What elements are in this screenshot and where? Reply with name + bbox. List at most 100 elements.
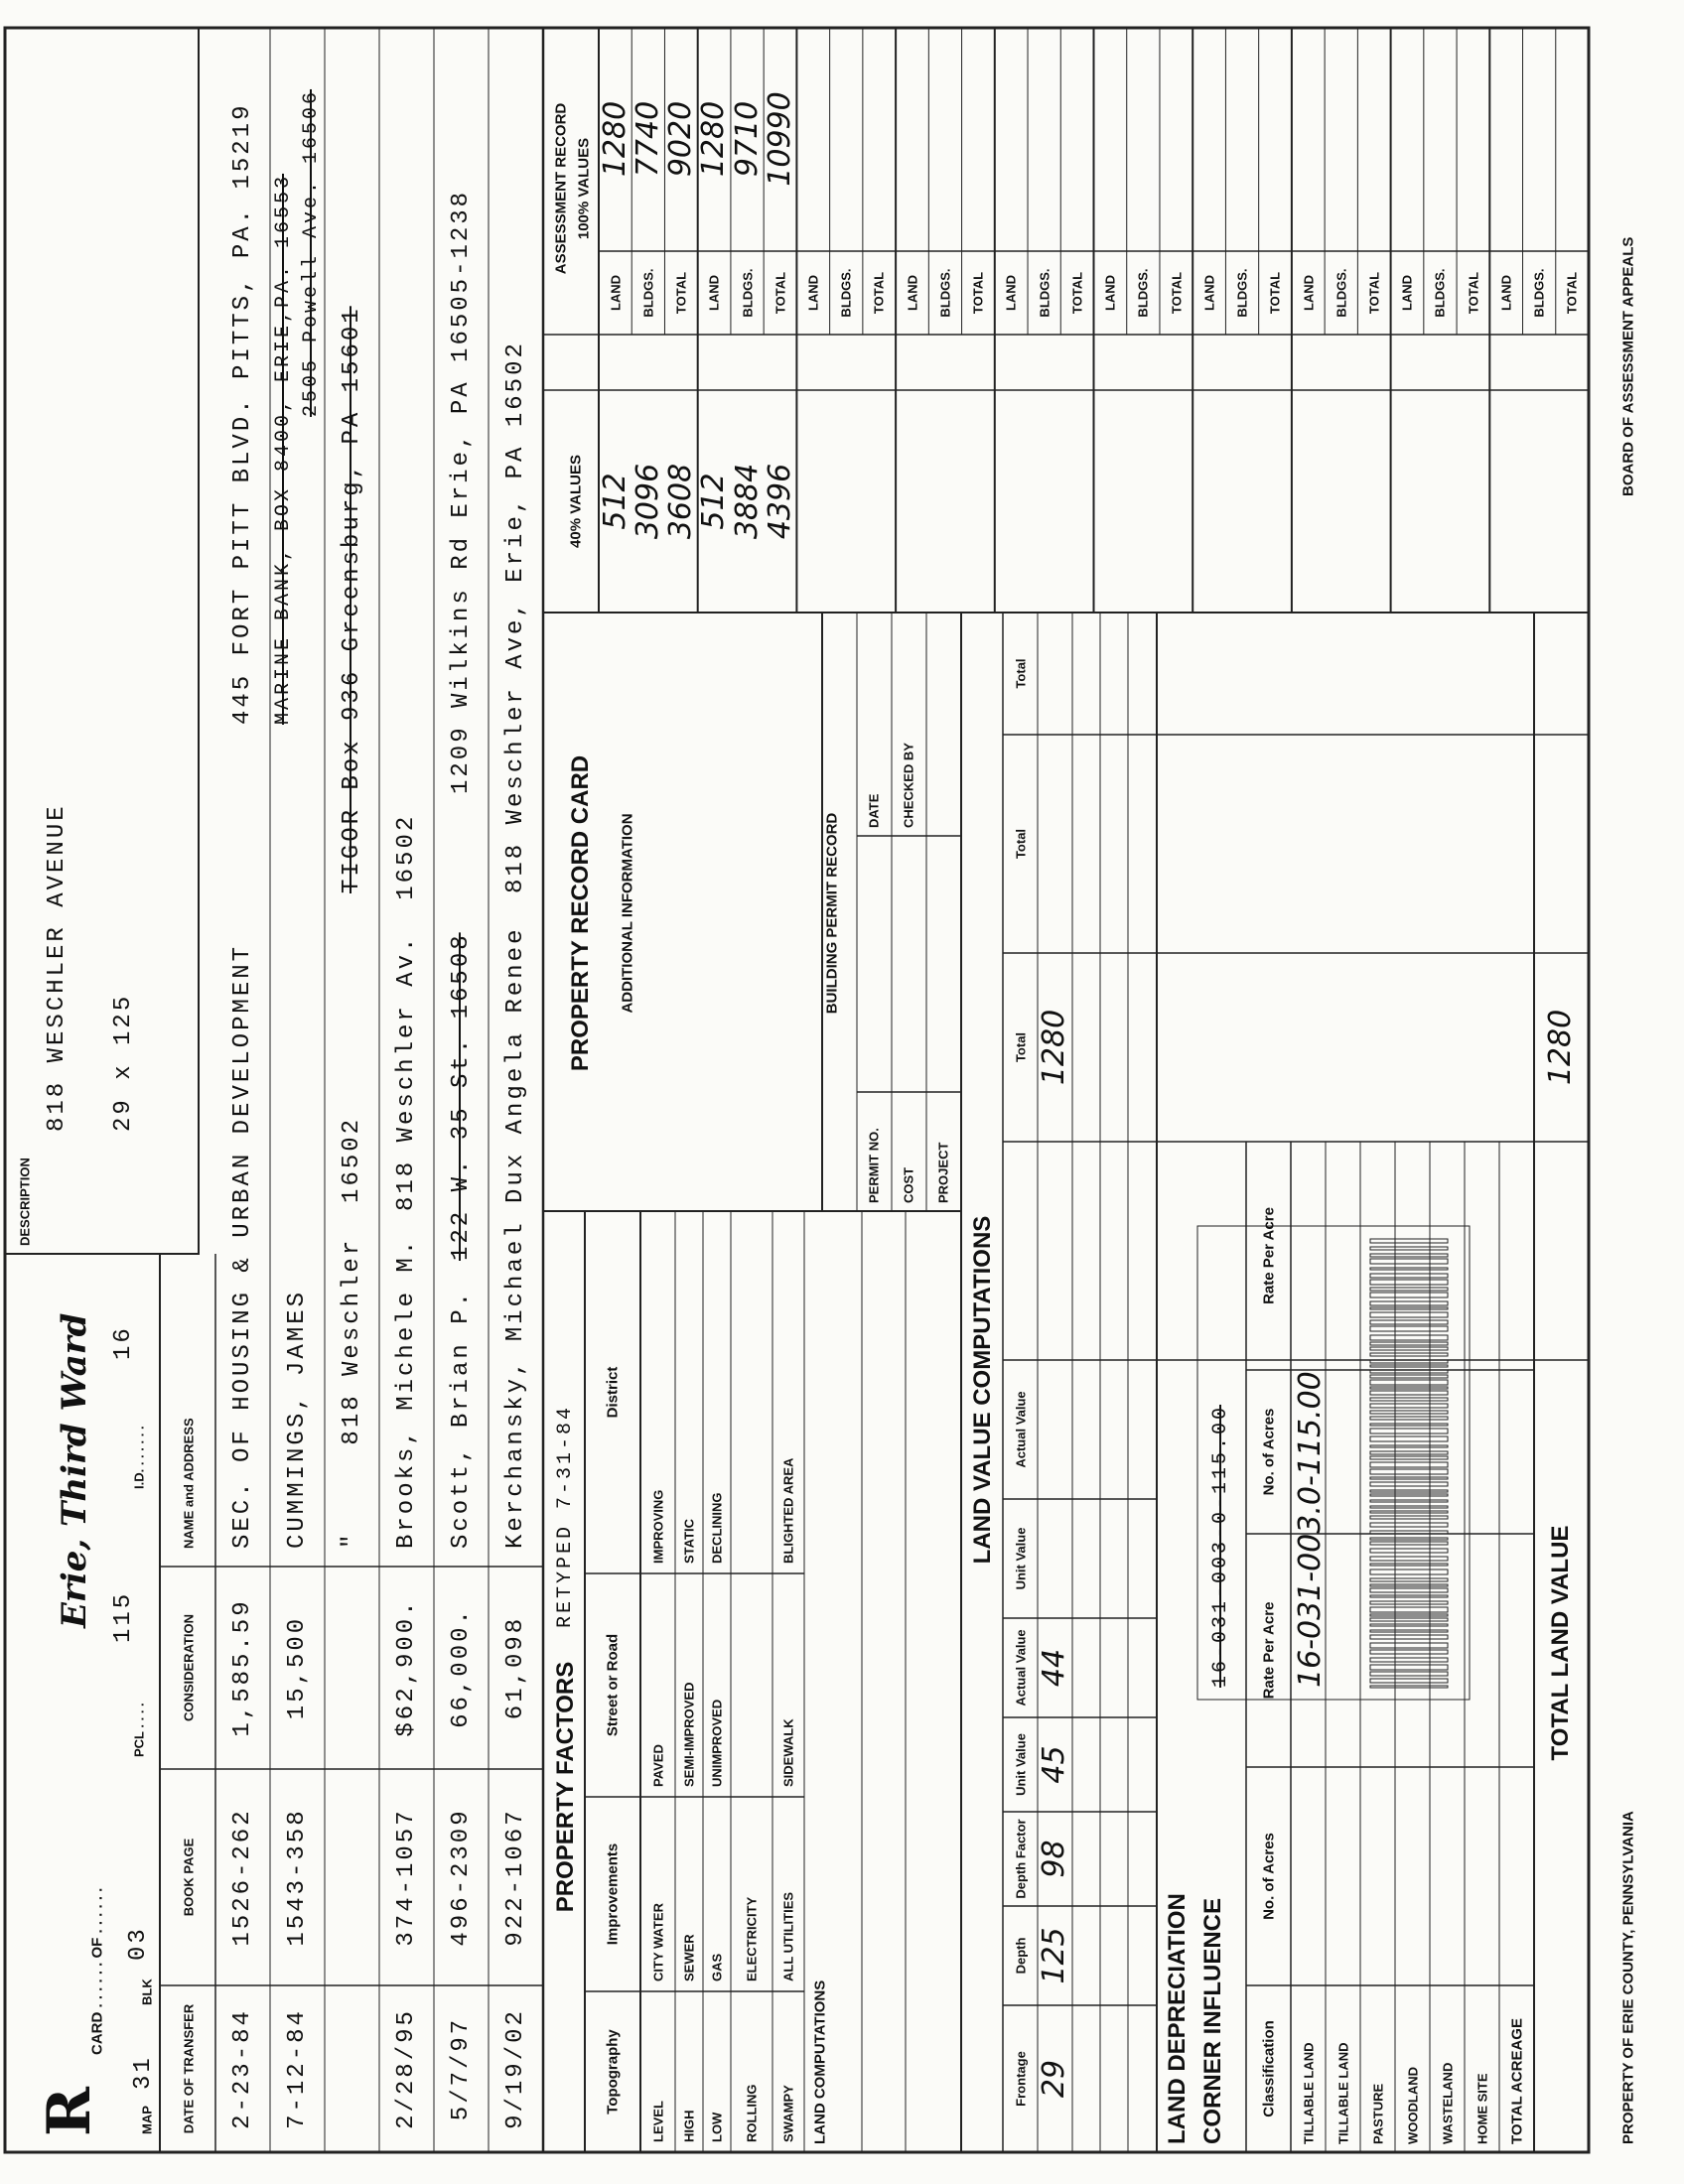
barcode-bar [1369, 1334, 1449, 1341]
depreciation-header: Rate Per Acre [1260, 1207, 1278, 1304]
assessment-row-label: BLDGS. [640, 268, 656, 318]
parcel-number: 16-031-003.0-115.00 [1293, 1371, 1328, 1688]
additional-info: ADDITIONAL INFORMATION [619, 813, 636, 1014]
barcode-bar [1369, 1541, 1449, 1546]
transfer-book-page: 496-2309 [447, 1808, 475, 1947]
barcode-bar [1369, 1678, 1449, 1684]
assessment-row-label: BLDGS. [1333, 268, 1349, 318]
land-class: TOTAL ACREAGE [1508, 2018, 1525, 2144]
assessment-row-label: BLDGS. [1531, 268, 1547, 318]
barcode-bar [1369, 1246, 1449, 1251]
barcode-bar [1369, 1403, 1449, 1409]
permit-label: CHECKED BY [901, 743, 916, 828]
assessment-subtitle: 100% VALUES [575, 137, 593, 240]
barcode-bar [1369, 1258, 1449, 1265]
barcode-bar [1369, 1410, 1449, 1415]
transfer-consideration: 66,000. [447, 1607, 475, 1728]
barcode-bar [1369, 1379, 1449, 1386]
land-value-header: Total [1013, 658, 1029, 689]
barcode-bar [1369, 1455, 1449, 1460]
depreciation-header: Rate Per Acre [1260, 1601, 1278, 1700]
transfer-header: BOOK PAGE [181, 1838, 197, 1917]
assessment-row-label: TOTAL [1366, 271, 1382, 315]
transfer-date: 2/28/95 [392, 2008, 420, 2129]
barcode-bar [1369, 1563, 1449, 1567]
land-class: WOODLAND [1405, 2067, 1420, 2144]
barcode-bar [1369, 1423, 1449, 1427]
owner-address: 818 Weschler Ave, Erie, PA 16502 [501, 341, 529, 893]
ward: Erie, Third Ward [55, 1312, 94, 1628]
land-value-header: Actual Value [1013, 1391, 1029, 1468]
struck-address: TIGOR Box 936 Greensburg, PA 15601 [338, 306, 365, 893]
transfer-header: NAME and ADDRESS [181, 1418, 197, 1549]
barcode-bar [1369, 1530, 1449, 1535]
barcode-bar [1369, 1617, 1449, 1622]
id-label: I.D. . . . . . . [131, 1426, 147, 1489]
improvement-item: GAS [709, 1953, 725, 1981]
land-value-header: Actual Value [1013, 1629, 1029, 1706]
map-label: MAP [139, 2106, 155, 2134]
barcode-bar [1369, 1386, 1449, 1390]
pcl-value: 115 [110, 1590, 137, 1643]
barcode-bar [1369, 1359, 1449, 1364]
transfer-header: CONSIDERATION [181, 1613, 197, 1722]
transfer-consideration: 61,098 [501, 1615, 529, 1720]
assessment-row-label: LAND [805, 274, 821, 312]
stamp: R [35, 2087, 104, 2136]
transfer-consideration: 1,585.59 [228, 1598, 256, 1737]
transfer-book-page: 1526-262 [228, 1808, 256, 1947]
assessment-row-label: LAND [1201, 274, 1217, 312]
barcode-bar [1369, 1444, 1449, 1448]
barcode-bar [1369, 1253, 1449, 1258]
permit-label: COST [901, 1166, 916, 1203]
depreciation-header: No. of Acres [1260, 1408, 1278, 1496]
land-value-unit-value: 45 [1037, 1745, 1071, 1784]
barcode-bar [1369, 1642, 1449, 1649]
barcode-bar [1369, 1522, 1449, 1528]
barcode-bar [1369, 1657, 1449, 1663]
barcode-bar [1369, 1499, 1449, 1503]
owner-name: SEC. OF HOUSING & URBAN DEVELOPMENT [228, 943, 256, 1549]
assessment-row-label: TOTAL [1564, 271, 1580, 315]
improvement-item: CITY WATER [650, 1903, 665, 1981]
factor-header: District [604, 1366, 622, 1419]
barcode-bar [1369, 1352, 1449, 1357]
value-100: 9710 [729, 100, 765, 178]
assessment-row-label: LAND [1301, 274, 1317, 312]
barcode-bar [1369, 1505, 1449, 1509]
district-item: IMPROVING [650, 1489, 665, 1564]
land-value-depth-factor: 98 [1037, 1840, 1071, 1878]
value-100: 7740 [630, 100, 665, 178]
record-card-title: PROPERTY RECORD CARD [567, 754, 594, 1072]
barcode-bar [1369, 1238, 1449, 1244]
barcode-bar [1369, 1435, 1449, 1442]
permit-title: BUILDING PERMIT RECORD [823, 812, 841, 1015]
factor-header: Street or Road [604, 1633, 622, 1737]
factors-title: PROPERTY FACTORS [552, 1661, 579, 1913]
transfer-date: 9/19/02 [501, 2008, 529, 2129]
assessment-row-label: LAND [706, 274, 722, 312]
barcode-bar [1369, 1556, 1449, 1562]
barcode-bar [1369, 1569, 1449, 1575]
transfer-book-page: 374-1057 [392, 1808, 420, 1947]
assessment-row-label: BLDGS. [1135, 268, 1151, 318]
transfer-book-page: 1543-358 [283, 1808, 311, 1947]
topography-item: ROLLING [744, 2084, 760, 2143]
land-value-total: 1280 [1037, 1009, 1071, 1086]
factor-header: Topography [604, 2029, 622, 2115]
barcode-bar [1369, 1341, 1449, 1346]
improvement-item: ELECTRICITY [744, 1896, 760, 1981]
barcode-bar [1369, 1300, 1449, 1306]
barcode-bar [1369, 1428, 1449, 1434]
depreciation-title: LAND DEPRECIATION [1164, 1893, 1191, 2144]
id-value: 16 [110, 1325, 137, 1360]
value-40: 3608 [663, 463, 699, 540]
assessment-row-label: LAND [1498, 274, 1514, 312]
corner-influence: CORNER INFLUENCE [1199, 1897, 1226, 2144]
transfer-header: DATE OF TRANSFER [181, 2003, 197, 2134]
assessment-row-label: TOTAL [673, 271, 689, 315]
barcode-bar [1369, 1594, 1449, 1598]
barcode-bar [1369, 1468, 1449, 1475]
factor-header: Improvements [604, 1843, 622, 1946]
barcode-bar [1369, 1397, 1449, 1402]
